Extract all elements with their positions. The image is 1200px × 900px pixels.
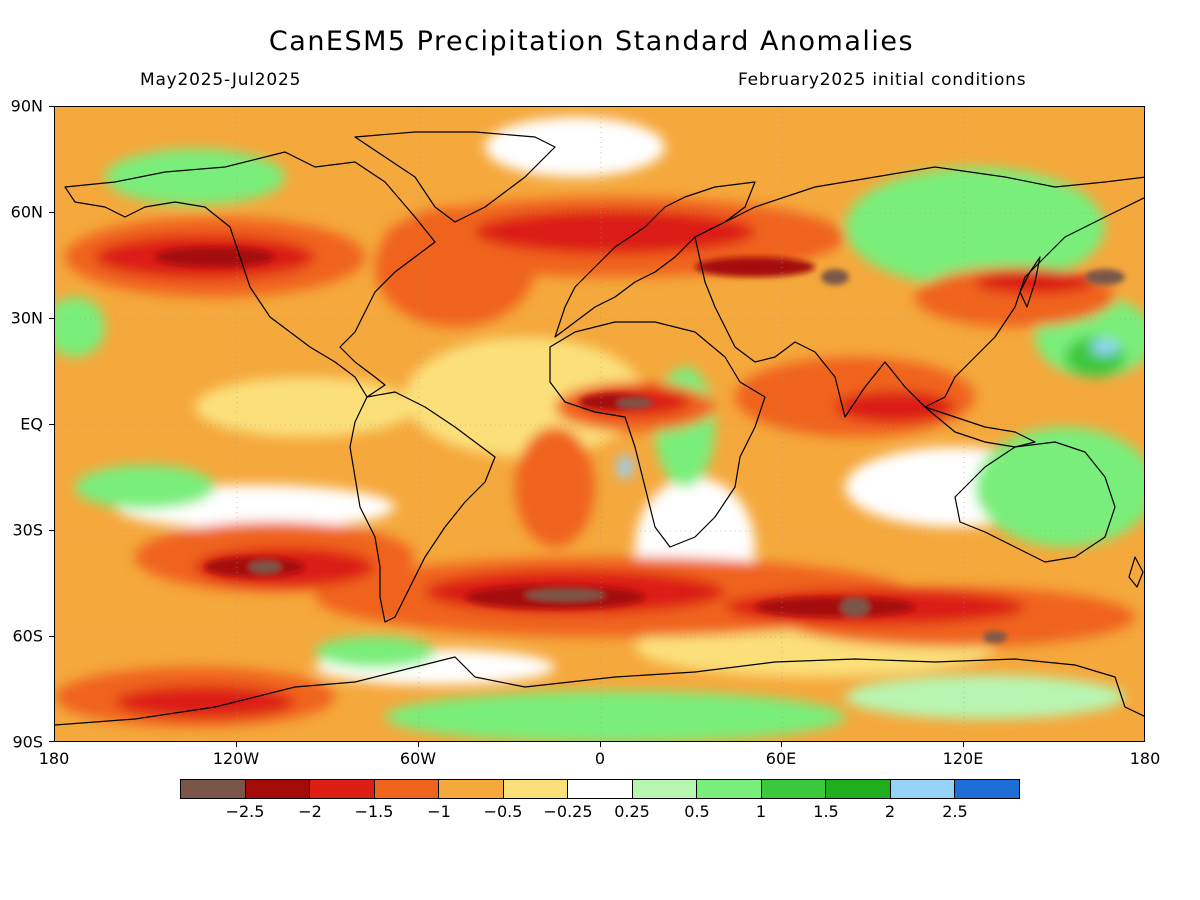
field-blob [475,210,755,254]
field-blob [821,269,849,285]
colorbar-label: −2.5 [225,802,265,821]
lat-label-60s: 60S [12,626,43,646]
colorbar-cell [890,780,956,798]
lat-label-eq: EQ [20,414,43,434]
initial-conditions-label: February2025 initial conditions [738,70,1027,90]
field-blob [315,636,435,668]
lat-tick [49,212,54,213]
lat-label-30n: 30N [10,308,43,328]
colorbar-cell [761,780,827,798]
colorbar-label: 1 [755,802,767,821]
field-blob [115,686,295,718]
field-blob [405,337,645,457]
colorbar-cell [374,780,440,798]
lon-label-180e: 180 [1129,749,1161,768]
colorbar-cell [310,780,375,798]
colorbar-cell [503,780,569,798]
lat-tick [49,424,54,425]
colorbar-label: 0.5 [684,802,710,821]
lat-label-90n: 90N [10,96,43,116]
anomaly-map [55,107,1144,741]
field-blob [105,149,285,205]
field-blob [249,561,281,573]
field-blob [617,455,633,479]
field-blob [515,427,595,547]
field-blob [55,297,105,357]
lon-label-60w: 60W [399,749,437,768]
map-frame [54,106,1145,742]
colorbar-label: −1 [427,802,451,821]
colorbar-label: 1.5 [813,802,839,821]
colorbar-cell [826,780,891,798]
lat-tick [49,530,54,531]
coastlines [55,131,1144,726]
field-blob [385,691,845,741]
field-blob [695,257,815,277]
field-blob [195,377,415,437]
field-blob [841,597,869,617]
field-blob [617,398,653,408]
lon-label-180w: 180 [38,749,70,768]
lon-tick [236,742,237,747]
lon-label-0: 0 [594,749,606,768]
lat-tick [49,318,54,319]
lon-label-60e: 60E [765,749,797,768]
colorbar-cell [568,780,633,798]
field-blob [75,465,215,509]
colorbar [180,779,1020,799]
colorbar-cell [245,780,311,798]
field-blob [975,427,1144,547]
field-blob [835,391,955,423]
gridlines [55,107,1144,741]
lon-label-120w: 120W [212,749,260,768]
colorbar-label: 2 [884,802,896,821]
colorbar-label: 2.5 [942,802,968,821]
colorbar-cell [955,780,1019,798]
field-blob [1085,269,1125,285]
field-blob [845,675,1125,719]
field-blob [845,167,1105,287]
lon-label-120e: 120E [942,749,984,768]
lon-tick [781,742,782,747]
field-blob [155,247,275,267]
colorbar-cell [632,780,698,798]
lat-tick [49,741,54,742]
lon-tick [963,742,964,747]
colorbar-label: −2 [298,802,322,821]
lat-tick [49,106,54,107]
field-blob [485,117,665,177]
colorbar-cell [439,780,504,798]
colorbar-label: −0.5 [483,802,523,821]
colorbar-label: 0.25 [614,802,650,821]
lat-label-60n: 60N [10,202,43,222]
colorbar-cell [181,780,246,798]
lon-tick [418,742,419,747]
colorbar-label: −0.25 [543,802,593,821]
chart-title: CanESM5 Precipitation Standard Anomalies [268,26,915,57]
colorbar-cell [697,780,762,798]
field-blob [1091,339,1119,355]
field-blob [755,597,915,617]
lat-tick [49,636,54,637]
field-blob [525,589,605,601]
lat-label-90s: 90S [12,732,43,752]
lon-tick [600,742,601,747]
period-label: May2025-Jul2025 [140,70,302,90]
lat-label-30s: 30S [12,520,43,540]
colorbar-label: −1.5 [354,802,394,821]
